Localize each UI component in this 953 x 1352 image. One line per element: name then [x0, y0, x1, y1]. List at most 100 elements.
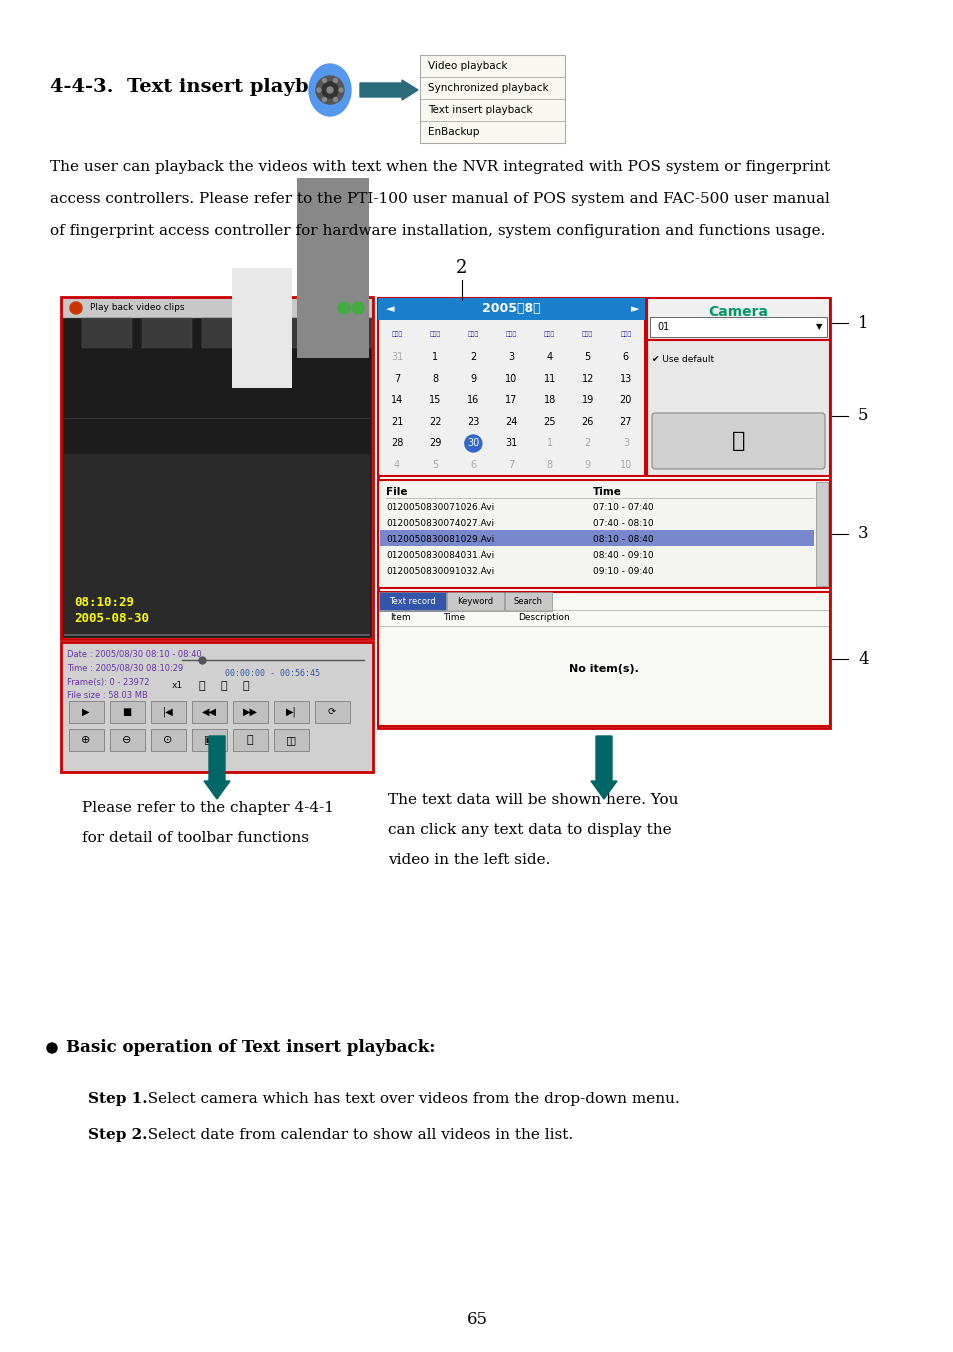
Text: Date : 2005/08/30 08:10 - 08:40: Date : 2005/08/30 08:10 - 08:40	[67, 649, 201, 658]
Text: x1: x1	[172, 681, 183, 691]
FancyBboxPatch shape	[64, 535, 370, 635]
Text: 27: 27	[619, 416, 632, 427]
Text: ◀◀: ◀◀	[201, 707, 216, 717]
Text: 9: 9	[584, 460, 590, 470]
Text: 21: 21	[391, 416, 403, 427]
Text: Frame(s): 0 - 23972: Frame(s): 0 - 23972	[67, 677, 150, 687]
Text: for detail of toolbar functions: for detail of toolbar functions	[82, 831, 309, 845]
Text: 14: 14	[391, 395, 403, 406]
Text: ⊕: ⊕	[81, 735, 91, 745]
Circle shape	[322, 97, 326, 101]
Text: Time: Time	[593, 487, 621, 498]
FancyBboxPatch shape	[377, 480, 829, 588]
Text: 09:10 - 09:40: 09:10 - 09:40	[593, 568, 653, 576]
Text: 3: 3	[857, 526, 868, 542]
FancyBboxPatch shape	[110, 729, 145, 750]
Text: ⟳: ⟳	[328, 707, 335, 717]
Text: 5: 5	[432, 460, 437, 470]
Text: 2: 2	[584, 438, 590, 449]
FancyBboxPatch shape	[62, 297, 372, 318]
Text: 2: 2	[456, 260, 467, 277]
Text: ▶: ▶	[82, 707, 90, 717]
Circle shape	[338, 88, 343, 92]
Text: of fingerprint access controller for hardware installation, system configuration: of fingerprint access controller for har…	[50, 224, 824, 238]
Text: Keyword: Keyword	[456, 596, 493, 606]
FancyBboxPatch shape	[232, 268, 292, 388]
Text: 01: 01	[657, 322, 669, 333]
Text: 31: 31	[391, 352, 403, 362]
Text: 8: 8	[432, 373, 437, 384]
Text: Select date from calendar to show all videos in the list.: Select date from calendar to show all vi…	[138, 1128, 573, 1142]
Text: 7: 7	[508, 460, 514, 470]
FancyBboxPatch shape	[322, 318, 372, 347]
Text: Time: Time	[442, 614, 465, 622]
Text: 星期二: 星期二	[467, 331, 478, 337]
FancyBboxPatch shape	[815, 483, 827, 585]
Text: 2005年8月: 2005年8月	[481, 303, 540, 315]
Text: 30: 30	[467, 438, 479, 449]
FancyBboxPatch shape	[82, 318, 132, 347]
Text: Search: Search	[514, 596, 542, 606]
FancyBboxPatch shape	[377, 592, 829, 726]
Text: 走: 走	[198, 681, 205, 691]
Text: Step 2.: Step 2.	[88, 1128, 148, 1142]
Text: 星期四: 星期四	[543, 331, 555, 337]
Text: 星期五: 星期五	[581, 331, 593, 337]
Text: 跑: 跑	[242, 681, 249, 691]
Circle shape	[337, 301, 350, 314]
Text: Please refer to the chapter 4-4-1: Please refer to the chapter 4-4-1	[82, 800, 334, 815]
Text: |◀: |◀	[162, 707, 173, 718]
Text: 15: 15	[429, 395, 441, 406]
Text: 25: 25	[543, 416, 556, 427]
Text: 18: 18	[543, 395, 556, 406]
Text: ⬛: ⬛	[247, 735, 253, 745]
FancyBboxPatch shape	[377, 297, 644, 320]
FancyArrow shape	[204, 735, 230, 799]
Text: 7: 7	[394, 373, 399, 384]
Text: ▶▶: ▶▶	[242, 707, 257, 717]
Text: 10: 10	[505, 373, 517, 384]
Circle shape	[70, 301, 82, 314]
FancyBboxPatch shape	[651, 412, 824, 469]
Text: Basic operation of Text insert playback:: Basic operation of Text insert playback:	[66, 1040, 435, 1056]
FancyBboxPatch shape	[233, 700, 268, 723]
Circle shape	[315, 76, 344, 104]
Text: 4: 4	[394, 460, 399, 470]
Text: 🔍: 🔍	[731, 431, 744, 452]
Text: 2005-08-30: 2005-08-30	[74, 611, 149, 625]
FancyBboxPatch shape	[69, 729, 104, 750]
Text: 星期三: 星期三	[505, 331, 517, 337]
Text: 22: 22	[429, 416, 441, 427]
Text: 20: 20	[619, 395, 632, 406]
FancyBboxPatch shape	[69, 700, 104, 723]
FancyBboxPatch shape	[378, 592, 446, 611]
Text: ◫: ◫	[286, 735, 296, 745]
Text: 29: 29	[429, 438, 441, 449]
Text: The user can playback the videos with text when the NVR integrated with POS syst: The user can playback the videos with te…	[50, 160, 829, 174]
Text: 奔: 奔	[220, 681, 227, 691]
Text: 1: 1	[857, 315, 868, 331]
Circle shape	[327, 87, 333, 93]
Text: 0120050830091032.Avi: 0120050830091032.Avi	[386, 568, 494, 576]
Text: 9: 9	[470, 373, 476, 384]
FancyBboxPatch shape	[61, 642, 373, 772]
Text: 28: 28	[391, 438, 403, 449]
Circle shape	[316, 88, 320, 92]
Text: No item(s).: No item(s).	[569, 664, 639, 675]
Text: ▶|: ▶|	[285, 707, 296, 718]
FancyBboxPatch shape	[262, 318, 312, 347]
Text: 19: 19	[581, 395, 594, 406]
Text: Video playback: Video playback	[428, 61, 507, 72]
Text: 08:40 - 09:10: 08:40 - 09:10	[593, 552, 653, 561]
Text: ⊖: ⊖	[122, 735, 132, 745]
Text: 0120050830081029.Avi: 0120050830081029.Avi	[386, 535, 494, 545]
FancyBboxPatch shape	[377, 297, 644, 476]
Circle shape	[322, 78, 326, 82]
FancyBboxPatch shape	[419, 55, 564, 143]
Text: ►: ►	[630, 304, 639, 314]
FancyBboxPatch shape	[274, 700, 309, 723]
FancyBboxPatch shape	[62, 318, 372, 638]
Text: The text data will be shown here. You: The text data will be shown here. You	[388, 794, 678, 807]
Text: Item: Item	[390, 614, 410, 622]
FancyBboxPatch shape	[646, 297, 829, 339]
